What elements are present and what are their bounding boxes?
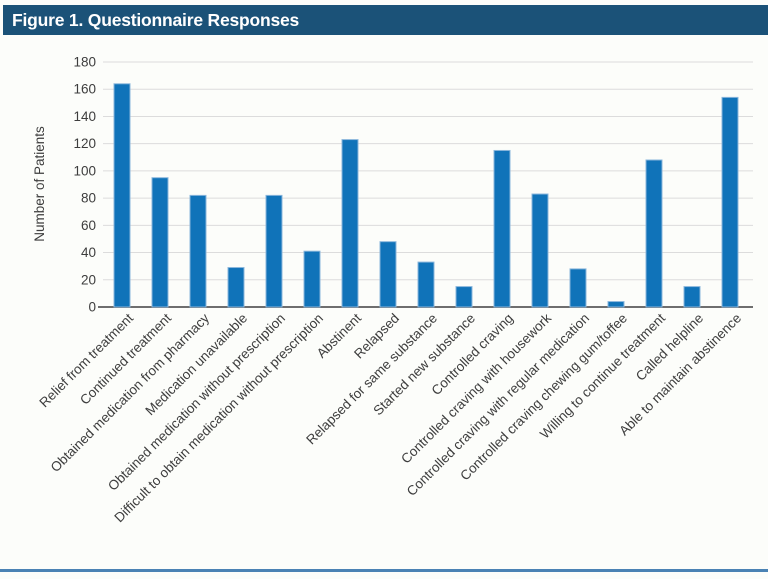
bar [151,177,169,308]
bar [607,301,625,308]
bottom-divider [0,569,768,572]
bar [227,267,245,308]
y-tick-label: 120 [73,136,96,151]
y-tick-label: 40 [81,245,96,260]
bar [569,268,587,308]
x-category-label: Obtained medication without prescription [105,311,288,494]
y-tick-label: 160 [73,82,96,97]
bar [683,286,701,308]
y-tick-label: 180 [73,55,96,70]
bar [531,193,549,308]
bar [265,194,283,308]
y-tick-label: 0 [88,300,96,315]
y-tick-label: 100 [73,163,96,178]
bar [645,159,663,308]
bar [189,194,207,308]
y-tick-label: 80 [81,191,96,206]
figure-title: Figure 1. Questionnaire Responses [12,9,300,30]
bar [113,83,131,308]
bar [493,149,511,308]
figure-header: Figure 1. Questionnaire Responses [3,5,768,35]
y-tick-label: 140 [73,109,96,124]
bar [303,250,321,308]
bar [721,96,739,308]
bar [417,261,435,308]
bar [455,286,473,308]
y-tick-label: 60 [81,218,96,233]
x-category-label: Called helpline [633,311,706,384]
bar [379,241,397,308]
y-tick-label: 20 [81,272,96,287]
y-axis-title: Number of Patients [32,126,47,242]
bar [341,139,359,308]
